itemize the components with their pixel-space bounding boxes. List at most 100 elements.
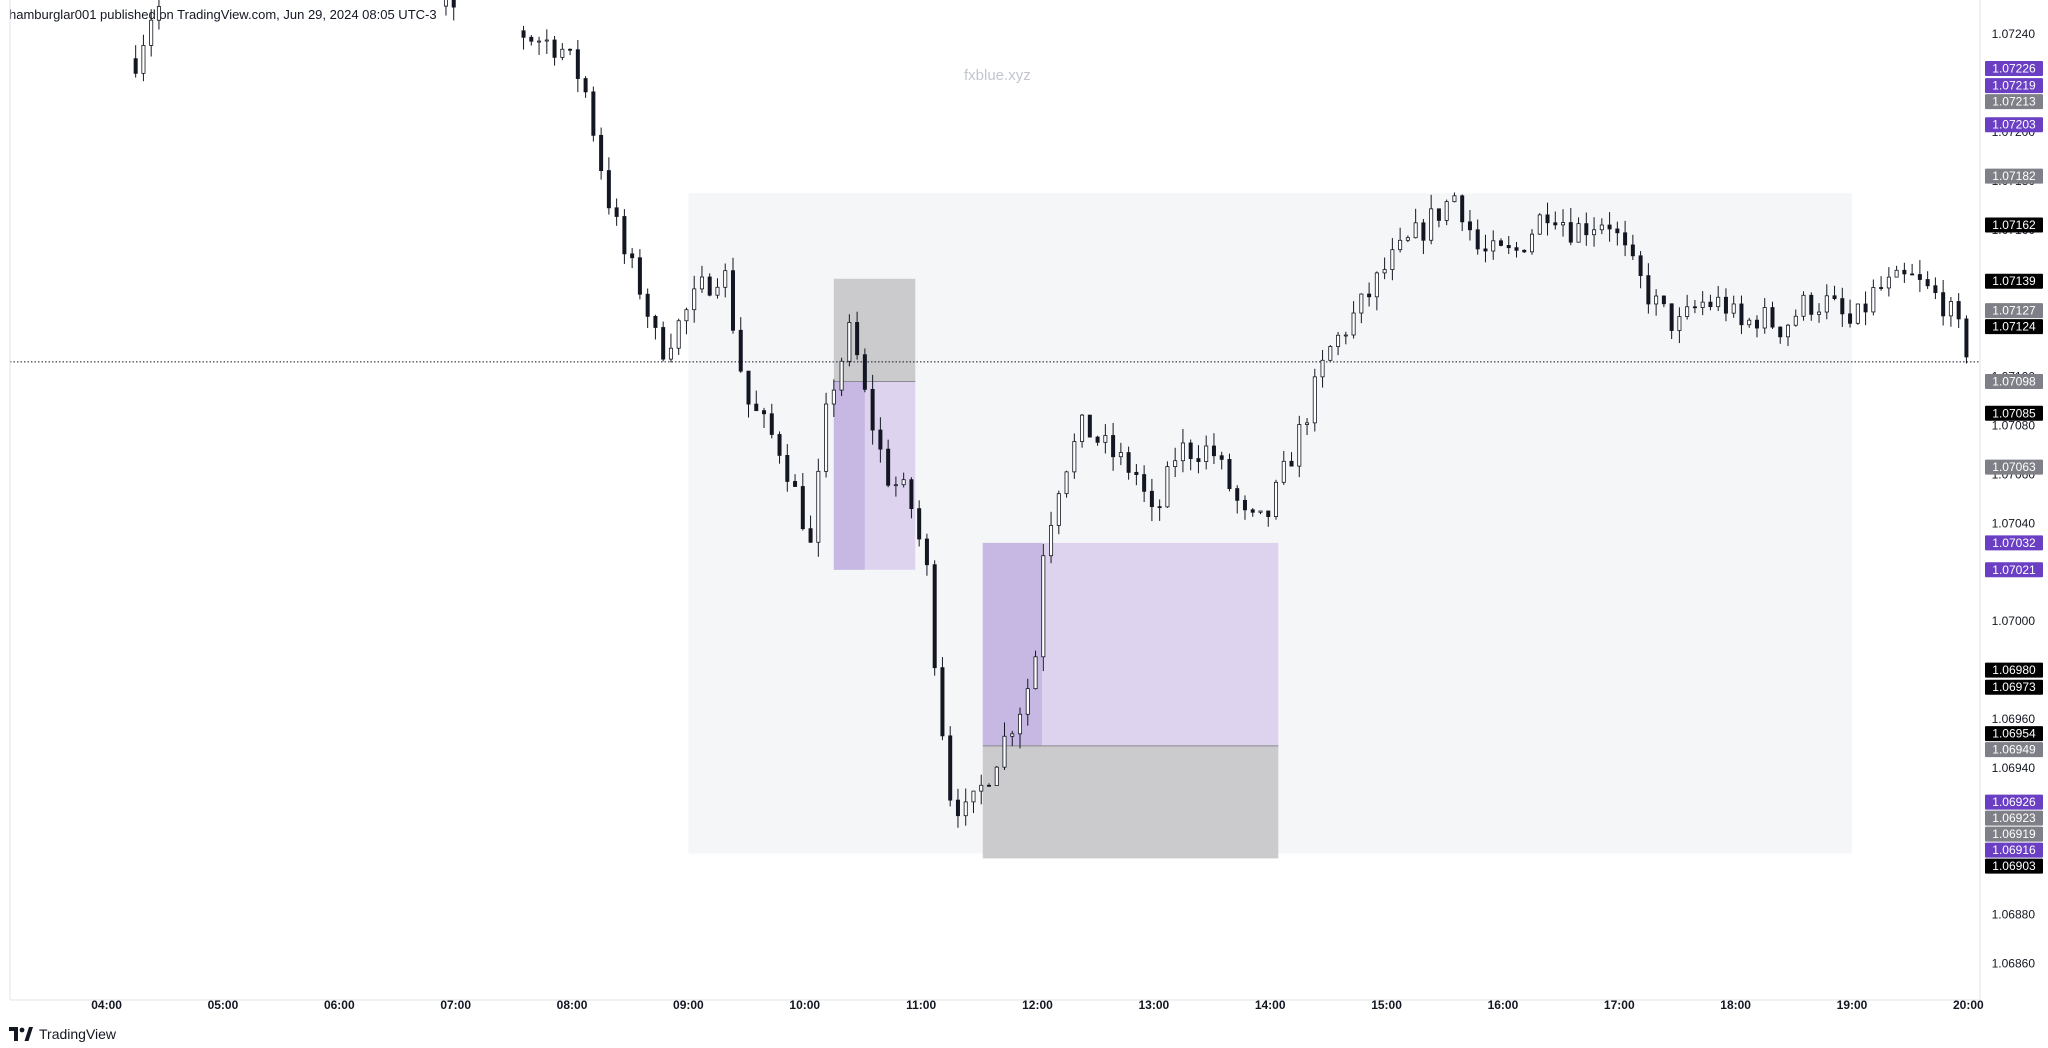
- candle-body-121: [1382, 269, 1387, 274]
- candle-body-84: [1095, 436, 1100, 443]
- candle-body-155: [1646, 275, 1651, 305]
- candle-body-12: [537, 40, 542, 43]
- candle-body-167: [1739, 303, 1744, 326]
- candle-body-136: [1498, 240, 1503, 246]
- candle-body-105: [1258, 510, 1263, 513]
- candle-body-77: [1041, 555, 1046, 658]
- candle-body-96: [1188, 442, 1193, 459]
- candle-body-63: [932, 564, 937, 669]
- x-tick-label-5: 09:00: [673, 998, 704, 1012]
- candle-body-193: [1941, 292, 1946, 317]
- candle-body-142: [1545, 214, 1550, 224]
- candle-body-114: [1328, 346, 1333, 361]
- price-badge-0: 1.07226: [1985, 60, 2043, 76]
- y-tick-label-19: 1.07240: [1992, 27, 2036, 41]
- candle-body-0: [133, 58, 138, 74]
- x-tick-label-10: 14:00: [1255, 998, 1286, 1012]
- x-tick-label-12: 16:00: [1488, 998, 1519, 1012]
- candle-body-117: [1351, 312, 1356, 336]
- candle-body-100: [1219, 455, 1224, 460]
- candle-body-54: [862, 354, 867, 390]
- candle-body-133: [1475, 229, 1480, 250]
- candle-body-110: [1297, 424, 1302, 467]
- price-badge-label-21: 1.06916: [1992, 843, 2036, 857]
- candle-body-43: [777, 434, 782, 456]
- candle-body-195: [1956, 301, 1961, 320]
- price-badge-label-13: 1.07021: [1992, 563, 2036, 577]
- tradingview-footer[interactable]: TradingView: [9, 1024, 116, 1044]
- candle-body-187: [1894, 269, 1899, 278]
- price-badges-layer: 1.07226 1.07219 1.07213 1.07203 1.07182 1.071…: [1985, 60, 2043, 874]
- candle-body-126: [1421, 222, 1426, 241]
- candle-body-138: [1514, 247, 1519, 251]
- candle-body-196: [1964, 318, 1969, 358]
- price-badge-label-2: 1.07213: [1992, 95, 2036, 109]
- candle-body-60: [909, 479, 914, 510]
- candle-body-53: [855, 322, 860, 356]
- position-1-filled-zone: [982, 542, 1042, 746]
- candle-body-31: [684, 309, 689, 322]
- candle-body-124: [1405, 237, 1410, 241]
- candles-layer: [133, 0, 1969, 828]
- candle-body-112: [1312, 376, 1317, 424]
- x-tick-label-6: 10:00: [789, 998, 820, 1012]
- candle-body-83: [1087, 414, 1092, 438]
- candle-body-116: [1343, 334, 1348, 337]
- candle-body-192: [1933, 285, 1938, 294]
- candle-body-103: [1242, 499, 1247, 511]
- candle-body-104: [1250, 509, 1255, 513]
- candle-body-65: [948, 735, 953, 801]
- candle-body-191: [1925, 279, 1930, 287]
- candle-body-166: [1731, 303, 1736, 314]
- x-tick-label-7: 11:00: [906, 998, 936, 1012]
- candle-body-156: [1654, 295, 1659, 305]
- price-badge-19: 1.06923: [1985, 810, 2043, 826]
- candle-body-92: [1157, 506, 1162, 509]
- price-badge-17: 1.06949: [1985, 742, 2043, 758]
- candle-body-89: [1134, 471, 1139, 475]
- y-tick-label-5: 1.06960: [1992, 712, 2036, 726]
- candle-body-179: [1832, 295, 1837, 299]
- candle-body-123: [1398, 239, 1403, 251]
- candle-body-153: [1630, 244, 1635, 257]
- candle-body-128: [1436, 208, 1441, 221]
- candle-body-44: [785, 454, 790, 482]
- x-tick-label-13: 17:00: [1604, 998, 1635, 1012]
- price-badge-12: 1.07032: [1985, 535, 2043, 551]
- candle-body-98: [1204, 445, 1209, 462]
- candle-body-50: [831, 389, 836, 405]
- candle-body-177: [1817, 311, 1822, 315]
- candle-body-2: [149, 19, 154, 46]
- candle-body-118: [1359, 293, 1364, 314]
- candle-body-47: [808, 528, 813, 543]
- position-0-stop-zone[interactable]: [833, 278, 916, 382]
- candle-body-185: [1879, 287, 1884, 289]
- candle-body-147: [1584, 223, 1589, 236]
- candle-body-25: [637, 257, 642, 295]
- price-badge-14: 1.06980: [1985, 662, 2043, 678]
- candle-body-164: [1716, 296, 1721, 308]
- candle-body-73: [1010, 733, 1015, 737]
- candle-body-99: [1211, 445, 1216, 457]
- price-badge-label-15: 1.06973: [1992, 680, 2036, 694]
- price-badge-label-6: 1.07139: [1992, 274, 2036, 288]
- candle-body-40: [754, 403, 759, 412]
- candle-body-119: [1367, 293, 1372, 298]
- x-tick-label-3: 07:00: [440, 998, 471, 1012]
- candle-body-102: [1235, 488, 1240, 501]
- candle-body-194: [1948, 301, 1953, 317]
- y-tick-label-7: 1.07000: [1992, 614, 2036, 628]
- candle-body-18: [583, 78, 588, 93]
- candle-body-101: [1227, 458, 1232, 489]
- candle-body-27: [653, 315, 658, 328]
- y-tick-label-0: 1.06860: [1992, 957, 2036, 971]
- candle-body-28: [661, 327, 666, 360]
- candle-body-175: [1801, 294, 1806, 317]
- position-1-stop-zone[interactable]: [982, 745, 1279, 859]
- x-tick-label-8: 12:00: [1022, 998, 1053, 1012]
- candle-body-30: [676, 320, 681, 349]
- price-badge-label-1: 1.07219: [1992, 79, 2036, 93]
- y-tick-label-11: 1.07080: [1992, 419, 2036, 433]
- price-badge-11: 1.07063: [1985, 459, 2043, 475]
